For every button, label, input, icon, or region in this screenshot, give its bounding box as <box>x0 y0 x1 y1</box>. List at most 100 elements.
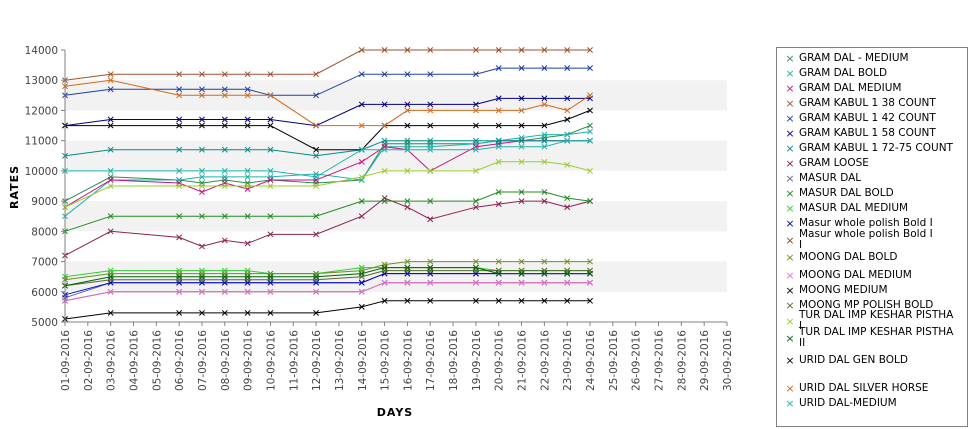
data-point <box>587 279 593 286</box>
data-point <box>267 116 274 123</box>
data-point <box>244 92 251 99</box>
legend-marker-icon: × <box>785 354 795 367</box>
chart-legend: × GRAM DAL - MEDIUM × GRAM DAL BOLD × GRAM DA… <box>776 47 968 427</box>
axes <box>61 50 727 326</box>
data-point <box>518 47 525 53</box>
data-point <box>564 195 571 202</box>
data-point <box>587 122 593 129</box>
legend-item: × MOONG MEDIUM <box>781 285 967 297</box>
grid-band <box>65 80 727 111</box>
legend-item: × GRAM KABUL 1 38 COUNT <box>781 98 967 110</box>
data-point <box>313 152 320 159</box>
data-point <box>564 107 571 114</box>
data-point <box>404 204 411 211</box>
series-line <box>64 267 590 287</box>
data-point <box>358 71 365 78</box>
data-point <box>199 273 205 280</box>
data-point <box>267 92 274 99</box>
data-point <box>267 288 274 295</box>
legend-marker-icon: × <box>785 172 795 185</box>
legend-label: MASUR DAL MEDIUM <box>799 202 909 214</box>
data-point <box>495 297 502 304</box>
x-tick-label: 28-09-2016 <box>676 330 688 391</box>
data-point <box>107 167 114 174</box>
data-point <box>381 167 388 174</box>
x-tick-label: 16-09-2016 <box>402 330 414 391</box>
data-point <box>495 122 502 129</box>
data-point <box>267 183 274 189</box>
data-point <box>427 101 434 108</box>
data-point <box>564 65 571 72</box>
data-point <box>221 288 228 295</box>
data-point <box>587 258 593 265</box>
x-axis-label: DAYS <box>377 406 413 419</box>
data-point <box>199 116 205 123</box>
series-14 <box>62 279 593 304</box>
series-18 <box>62 264 593 289</box>
data-point <box>358 279 365 286</box>
legend-label: TUR DAL IMP KESHAR PISTHA II <box>799 326 954 349</box>
data-point <box>107 122 114 129</box>
data-point <box>541 143 548 150</box>
data-point <box>267 177 274 183</box>
x-tick-label: 13-09-2016 <box>334 330 346 391</box>
data-point <box>564 95 571 102</box>
data-point <box>244 288 251 295</box>
data-point <box>176 146 183 153</box>
series-19 <box>62 107 593 153</box>
series-line <box>64 79 591 127</box>
data-point <box>495 47 502 53</box>
data-point <box>221 116 228 123</box>
data-point <box>358 47 365 53</box>
legend-marker-icon: × <box>785 382 795 395</box>
data-point <box>176 92 183 99</box>
data-point <box>313 309 320 316</box>
data-point <box>404 107 411 114</box>
x-tick-label: 30-09-2016 <box>722 330 734 391</box>
data-point <box>176 116 183 123</box>
legend-item: × TUR DAL IMP KESHAR PISTHA I <box>781 310 967 332</box>
x-tick-label: 01-09-2016 <box>60 330 72 391</box>
data-point <box>176 122 183 129</box>
data-point <box>472 198 479 205</box>
data-point <box>199 183 205 189</box>
legend-label: MOONG MP POLISH BOLD <box>799 299 934 311</box>
data-point <box>313 71 320 78</box>
x-tick-label: 29-09-2016 <box>699 330 711 391</box>
data-point <box>564 47 571 53</box>
legend-label: MOONG DAL BOLD <box>799 251 898 263</box>
data-point <box>358 213 365 220</box>
x-tick-label: 20-09-2016 <box>494 330 506 391</box>
data-point <box>244 213 251 220</box>
legend-marker-icon: × <box>785 397 795 410</box>
data-point <box>176 273 183 280</box>
data-point <box>518 270 525 277</box>
legend-marker-icon: × <box>785 269 795 282</box>
y-tick-label: 5000 <box>31 317 58 329</box>
data-point <box>541 101 548 108</box>
data-point <box>221 122 228 129</box>
data-point <box>564 258 571 265</box>
data-point <box>427 167 434 174</box>
data-point <box>472 137 479 144</box>
data-point <box>427 122 434 129</box>
grid-band <box>65 140 727 171</box>
legend-item: × GRAM DAL MEDIUM <box>781 83 967 95</box>
legend-marker-icon: × <box>785 112 795 125</box>
series-21 <box>62 137 593 180</box>
x-tick-label: 05-09-2016 <box>151 330 163 391</box>
data-point <box>313 213 320 220</box>
data-point <box>427 107 434 114</box>
x-tick-label: 25-09-2016 <box>608 330 620 391</box>
data-point <box>358 158 365 165</box>
data-point <box>472 47 479 53</box>
data-point <box>199 92 205 99</box>
data-point <box>564 131 571 138</box>
legend-item: × MOONG DAL MEDIUM <box>781 269 967 282</box>
x-tick-label: 04-09-2016 <box>128 330 140 391</box>
x-tick-label: 22-09-2016 <box>539 330 551 391</box>
data-point <box>267 122 274 129</box>
data-point <box>244 167 251 174</box>
data-point <box>472 279 479 286</box>
legend-label: URID DAL-MEDIUM <box>799 397 897 409</box>
